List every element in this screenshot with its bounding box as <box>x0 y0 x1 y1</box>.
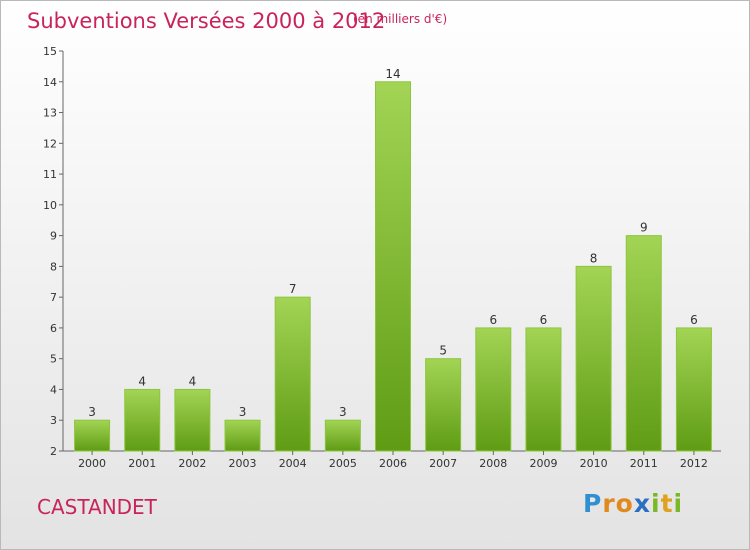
x-tick-labels: 2000 2001 2002 2003 2004 2005 2006 2007 2008 2009… <box>78 451 708 470</box>
x-tick-label: 2006 <box>379 457 407 470</box>
bars: 3 4 4 3 7 3 14 5 6 6 8 9 6 <box>74 67 712 452</box>
x-tick-label: 2002 <box>178 457 206 470</box>
y-tick-label: 13 <box>43 107 57 120</box>
bar-value-label: 7 <box>289 282 297 296</box>
x-tick-label: 2011 <box>630 457 658 470</box>
x-tick-label: 2009 <box>529 457 557 470</box>
y-tick-label: 14 <box>43 76 57 89</box>
y-tick-label: 8 <box>50 260 57 273</box>
bar-value-label: 9 <box>640 221 648 235</box>
bar-value-label: 5 <box>439 344 447 358</box>
y-tick-label: 12 <box>43 137 57 150</box>
chart-title: Subventions Versées 2000 à 2012 <box>27 9 386 33</box>
logo-letter: i <box>651 489 661 518</box>
y-tick-label: 11 <box>43 168 57 181</box>
bar <box>124 388 161 452</box>
y-tick-label: 2 <box>50 445 57 458</box>
y-tick-label: 7 <box>50 291 57 304</box>
bar <box>324 419 361 452</box>
x-tick-label: 2003 <box>229 457 257 470</box>
bar <box>425 358 462 452</box>
x-tick-label: 2012 <box>680 457 708 470</box>
y-tick-label: 9 <box>50 230 57 243</box>
y-tick-label: 15 <box>43 45 57 58</box>
bar <box>274 296 311 452</box>
x-tick-label: 2010 <box>580 457 608 470</box>
bar <box>525 327 562 452</box>
x-tick-label: 2005 <box>329 457 357 470</box>
logo-letter: i <box>673 489 684 518</box>
bar-value-label: 4 <box>138 374 146 388</box>
bar <box>224 419 261 452</box>
x-tick-label: 2001 <box>128 457 156 470</box>
bar <box>475 327 512 452</box>
bar-value-label: 6 <box>489 313 497 327</box>
proxiti-logo[interactable]: Proxiti <box>583 489 683 518</box>
x-tick-label: 2007 <box>429 457 457 470</box>
logo-letter: x <box>633 489 651 518</box>
y-tick-label: 4 <box>50 383 57 396</box>
logo-letter: r <box>602 489 616 518</box>
y-tick-label: 3 <box>50 414 57 427</box>
x-tick-label: 2000 <box>78 457 106 470</box>
location-label: CASTANDET <box>37 495 157 519</box>
bar-value-label: 6 <box>540 313 548 327</box>
bar-value-label: 3 <box>339 405 347 419</box>
x-tick-label: 2008 <box>479 457 507 470</box>
bar-value-label: 4 <box>189 374 197 388</box>
bar <box>174 388 211 452</box>
bar-value-label: 14 <box>385 67 400 81</box>
x-tick-label: 2004 <box>279 457 307 470</box>
bar-value-label: 3 <box>88 405 96 419</box>
logo-letter: o <box>615 489 634 518</box>
y-tick-label: 6 <box>50 322 57 335</box>
bar <box>575 265 612 452</box>
logo-letter: P <box>583 489 603 518</box>
bar <box>625 235 662 452</box>
logo-letter: t <box>660 489 674 518</box>
y-tick-label: 5 <box>50 353 57 366</box>
bar-value-label: 3 <box>239 405 247 419</box>
y-ticks: 2 3 4 5 6 7 8 9 10 11 12 13 14 15 <box>43 45 63 458</box>
bar-value-label: 6 <box>690 313 698 327</box>
bar-value-label: 8 <box>590 251 598 265</box>
bar <box>74 419 111 452</box>
unit-note: (en milliers d'€) <box>353 12 448 26</box>
bar <box>375 81 411 452</box>
y-tick-label: 10 <box>43 199 57 212</box>
bar <box>675 327 712 452</box>
